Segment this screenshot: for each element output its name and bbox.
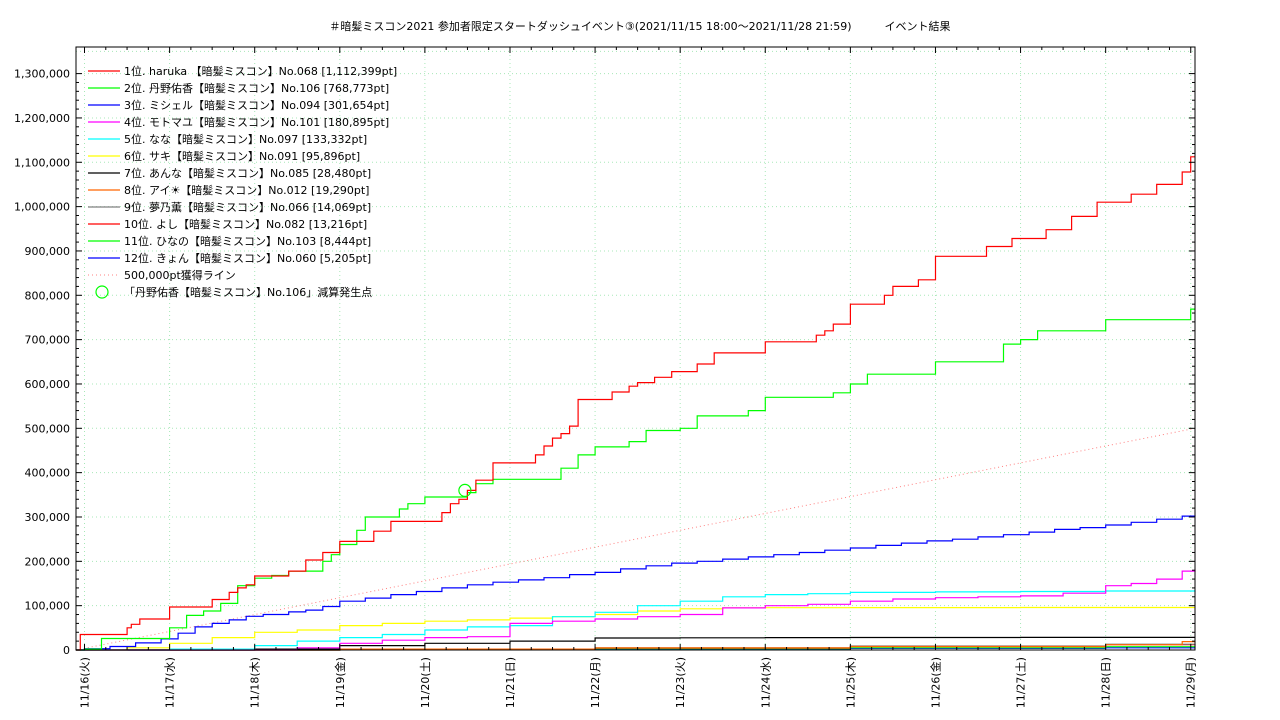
x-tick-label: 11/28(日) — [1100, 657, 1113, 708]
legend-label: 5位. なな【暗髪ミスコン】No.097 [133,332pt] — [124, 132, 367, 146]
x-tick-label: 11/23(火) — [674, 657, 687, 708]
x-tick-label: 11/20(土) — [419, 657, 432, 708]
legend-label: 10位. よし【暗髪ミスコン】No.082 [13,216pt] — [124, 217, 367, 231]
y-tick-label: 700,000 — [25, 334, 71, 347]
y-tick-label: 900,000 — [25, 245, 71, 258]
x-tick-label: 11/27(土) — [1015, 657, 1028, 708]
x-tick-label: 11/16(火) — [79, 657, 92, 708]
y-tick-label: 300,000 — [25, 511, 71, 524]
marker-layer — [458, 483, 472, 497]
y-tick-label: 1,200,000 — [14, 112, 70, 125]
legend-label: 8位. アイ☀【暗髪ミスコン】No.012 [19,290pt] — [124, 183, 369, 197]
legend-label: 6位. サキ【暗髪ミスコン】No.091 [95,896pt] — [124, 149, 360, 163]
x-tick-label: 11/26(金) — [928, 657, 942, 708]
series-line — [76, 590, 1196, 651]
legend-marker — [95, 285, 109, 299]
legend: 1位. haruka 【暗髪ミスコン】No.068 [1,112,399pt] 2… — [88, 64, 397, 299]
legend-label: 1位. haruka 【暗髪ミスコン】No.068 [1,112,399pt] — [124, 64, 397, 78]
legend-label: 12位. きょん【暗髪ミスコン】No.060 [5,205pt] — [124, 251, 371, 265]
decrease-marker — [458, 483, 472, 497]
legend-label: 11位. ひなの【暗髪ミスコン】No.103 [8,444pt] — [124, 234, 371, 248]
legend-label: 4位. モトマユ【暗髪ミスコン】No.101 [180,895pt] — [124, 115, 389, 129]
x-tick-label: 11/24(水) — [759, 657, 772, 708]
y-tick-label: 1,000,000 — [14, 201, 70, 214]
y-tick-label: 600,000 — [25, 378, 71, 391]
legend-label: 500,000pt獲得ライン — [124, 269, 236, 282]
x-tick-label: 11/22(月) — [589, 657, 602, 708]
x-tick-label: 11/18(木) — [249, 657, 262, 708]
axis-layer: 0 100,000 200,000 300,000 400,000 500,000 600,… — [14, 47, 1198, 708]
x-tick-label: 11/21(日) — [504, 657, 517, 708]
series-line — [76, 569, 1196, 651]
chart-title: ＃暗髪ミスコン2021 参加者限定スタートダッシュイベント③(2021/11/1… — [329, 20, 951, 33]
y-tick-label: 0 — [63, 644, 70, 657]
x-tick-label: 11/17(水) — [164, 657, 177, 708]
y-tick-label: 1,300,000 — [14, 68, 70, 81]
y-tick-label: 1,100,000 — [14, 156, 70, 169]
series-line — [76, 515, 1196, 651]
legend-label: 3位. ミシェル【暗髪ミスコン】No.094 [301,654pt] — [124, 98, 389, 112]
plot-background — [76, 47, 1195, 650]
y-tick-label: 100,000 — [25, 600, 71, 613]
x-tick-label: 11/29(月) — [1185, 657, 1198, 708]
x-tick-label: 11/19(金) — [333, 657, 347, 708]
series-line — [76, 606, 1195, 651]
grid-layer — [76, 47, 1195, 650]
legend-label: 「丹野佑香【暗髪ミスコン】No.106」減算発生点 — [124, 285, 372, 299]
x-tick-label: 11/25(木) — [844, 657, 857, 708]
y-tick-label: 200,000 — [25, 555, 71, 568]
legend-label: 9位. 夢乃薫【暗髪ミスコン】No.066 [14,069pt] — [124, 200, 371, 214]
series-line — [76, 156, 1195, 651]
y-tick-label: 400,000 — [25, 467, 71, 480]
legend-label: 7位. あんな【暗髪ミスコン】No.085 [28,480pt] — [124, 166, 371, 180]
legend-label: 2位. 丹野佑香【暗髪ミスコン】No.106 [768,773pt] — [124, 81, 389, 95]
y-tick-label: 500,000 — [25, 422, 71, 435]
y-tick-label: 800,000 — [25, 289, 71, 302]
